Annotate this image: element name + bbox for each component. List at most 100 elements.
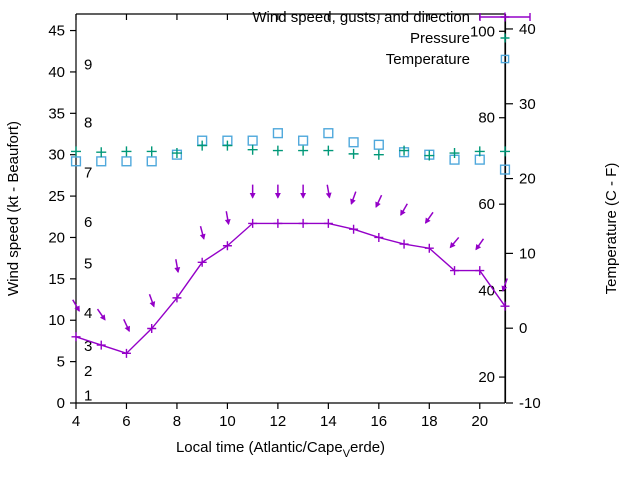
beaufort-label: 2: [84, 363, 92, 380]
pressure-point: [348, 148, 359, 159]
series-temperature: [70, 128, 511, 175]
beaufort-label: 3: [84, 338, 92, 355]
bottom-axis-ticks: 4 6 8 10 12 14 16 18 20: [72, 403, 488, 430]
pressure-point: [424, 150, 435, 161]
pressure-point: [121, 146, 132, 157]
legend-sample-pressure: [500, 33, 510, 43]
wind-direction-arrow-head: [325, 192, 332, 199]
temperature-point: [146, 156, 157, 167]
wind-speed-line: [75, 222, 506, 355]
pressure-point: [197, 140, 208, 151]
pressure-point: [373, 149, 384, 160]
pressure-point: [474, 146, 485, 157]
temperature-point: [373, 139, 384, 150]
wind-direction-arrow-head: [124, 325, 130, 333]
wind-direction-arrow-head: [424, 217, 431, 224]
legend-sample-temperature: [500, 54, 510, 64]
wind-direction-arrow-head: [274, 193, 281, 199]
bottom-tick-label: 8: [173, 413, 181, 430]
legend: Wind speed, gusts, and direction Pressure…: [252, 9, 531, 68]
wind-direction-arrow-head: [501, 285, 508, 292]
temperature-tick-label: 30: [519, 96, 536, 113]
temperature-point: [298, 135, 309, 146]
pressure-point: [247, 144, 258, 155]
wind-speed-point: [475, 266, 485, 276]
pressure-tick-label: 60: [478, 196, 495, 213]
legend-label-pressure: Pressure: [410, 30, 470, 47]
beaufort-label: 6: [84, 214, 92, 231]
pressure-point: [96, 147, 107, 158]
wind-speed-point: [323, 218, 333, 228]
series-wind-speed: [71, 218, 510, 358]
left-axis-title: Wind speed (kt - Beaufort): [5, 121, 22, 296]
left-tick-label: 10: [48, 312, 65, 329]
temperature-tick-label: 0: [519, 320, 527, 337]
wind-direction-arrow-head: [224, 218, 231, 226]
left-tick-label: 40: [48, 64, 65, 81]
wind-direction-arrow-head: [174, 266, 181, 274]
left-tick-label: 25: [48, 188, 65, 205]
pressure-point: [146, 146, 157, 157]
wind-speed-point: [298, 218, 308, 228]
pressure-point: [222, 140, 233, 151]
wind-speed-point: [197, 257, 207, 267]
bottom-tick-label: 18: [421, 413, 438, 430]
wind-speed-point: [147, 324, 157, 334]
wind-direction-arrow-head: [300, 193, 307, 199]
wind-speed-point: [374, 232, 384, 242]
bottom-tick-label: 16: [370, 413, 387, 430]
bottom-axis-title: Local time (Atlantic/CapeVerde): [176, 439, 385, 460]
wind-speed-point: [273, 218, 283, 228]
pressure-tick-label: 100: [470, 23, 495, 40]
temperature-axis-ticks: -10 0 10 20 30 40: [506, 21, 541, 412]
temperature-point: [323, 128, 334, 139]
wind-direction-arrow-head: [400, 209, 406, 216]
series-pressure: [71, 140, 510, 161]
pressure-tick-label: 20: [478, 369, 495, 386]
wind-speed-point: [248, 218, 258, 228]
wind-direction-arrow-head: [449, 242, 456, 249]
wind-speed-point: [450, 266, 460, 276]
wind-speed-point: [424, 243, 434, 253]
wind-direction-arrow-head: [74, 305, 80, 312]
left-tick-label: 35: [48, 105, 65, 122]
wind-speed-point: [172, 293, 182, 303]
left-axis-ticks: 0 5 10 15 20 25 30 35 40 45: [48, 23, 76, 412]
right-axis-title: Temperature (C - F): [603, 163, 620, 295]
left-tick-label: 45: [48, 23, 65, 40]
beaufort-label: 4: [84, 305, 92, 322]
wind-speed-point: [500, 301, 510, 311]
left-tick-label: 15: [48, 271, 65, 288]
left-tick-label: 30: [48, 147, 65, 164]
pressure-point: [272, 145, 283, 156]
wind-direction-arrow-head: [199, 233, 206, 240]
bottom-tick-label: 10: [219, 413, 236, 430]
wind-direction-arrow-head: [149, 301, 156, 308]
pressure-point: [171, 148, 182, 159]
beaufort-label: 9: [84, 57, 92, 74]
axis-titles: Wind speed (kt - Beaufort) Temperature (C…: [5, 121, 620, 460]
wind-speed-point: [399, 239, 409, 249]
series-gusts-direction: [72, 184, 508, 333]
bottom-tick-label: 20: [471, 413, 488, 430]
temperature-tick-label: 20: [519, 171, 536, 188]
pressure-point: [298, 145, 309, 156]
pressure-point: [71, 146, 81, 157]
temperature-point: [121, 156, 132, 167]
wind-direction-arrow-head: [475, 243, 482, 251]
bottom-tick-label: 6: [122, 413, 130, 430]
temperature-point: [272, 128, 283, 139]
beaufort-scale-labels: 1 2 3 4 5 6 7 8 9: [84, 57, 92, 405]
wind-speed-point: [71, 332, 81, 342]
bottom-tick-label: 14: [320, 413, 337, 430]
temperature-point: [499, 164, 511, 175]
beaufort-label: 7: [84, 164, 92, 181]
beaufort-label: 1: [84, 388, 92, 405]
wind-speed-point: [349, 224, 359, 234]
wind-direction-arrow-head: [99, 314, 106, 321]
temperature-tick-label: -10: [519, 395, 541, 412]
pressure-point: [449, 148, 460, 159]
